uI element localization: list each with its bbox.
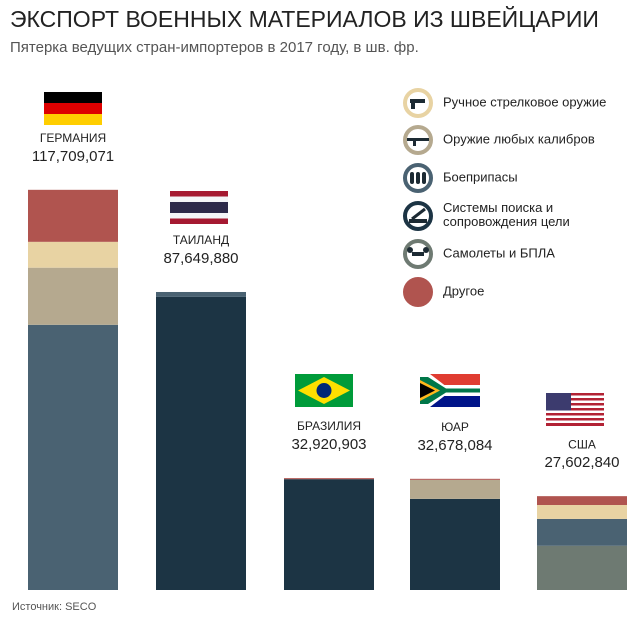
flag-usa — [546, 393, 604, 426]
source: Источник: SECO — [12, 601, 97, 613]
legend-label: Ручное стрелковое оружие — [443, 94, 606, 109]
bar-segment — [28, 324, 118, 590]
icon — [411, 103, 415, 109]
icon — [410, 99, 425, 103]
chart-title: ЭКСПОРТ ВОЕННЫХ МАТЕРИАЛОВ ИЗ ШВЕЙЦАРИИ — [10, 5, 599, 32]
icon — [411, 207, 426, 221]
icon — [423, 247, 429, 253]
legend-label: Боеприпасы — [443, 169, 518, 184]
category-label: БРАЗИЛИЯ — [297, 419, 361, 433]
legend-item: Другое — [403, 277, 484, 307]
bar-segment — [156, 296, 246, 590]
total-label: 32,920,903 — [291, 436, 366, 453]
legend-swatch — [403, 277, 433, 307]
legend-label-line: сопровождения цели — [443, 214, 570, 229]
icon — [407, 247, 413, 253]
total-label: 27,602,840 — [544, 454, 619, 471]
icon — [410, 172, 414, 184]
bar-segment — [28, 267, 118, 325]
legend-label: Другое — [443, 283, 484, 298]
icon — [416, 172, 420, 184]
bar-segment — [537, 496, 627, 505]
bar-segment — [28, 189, 118, 242]
legend-item: Боеприпасы — [403, 163, 518, 193]
legend-label: Самолеты и БПЛА — [443, 245, 555, 260]
flag-brazil — [295, 374, 353, 407]
bar-segment — [410, 498, 500, 590]
bar-segment — [28, 241, 118, 268]
flag-germany — [44, 92, 102, 125]
bar-segment — [410, 479, 500, 499]
flags — [44, 92, 604, 426]
flag-thailand — [170, 191, 228, 224]
bar-segment — [284, 478, 374, 480]
icon — [413, 140, 416, 146]
bar-segment — [410, 478, 500, 480]
category-label: ГЕРМАНИЯ — [40, 131, 106, 145]
bar-segment — [156, 291, 246, 297]
legend-label: Системы поиска и сопровождения цели — [443, 200, 570, 229]
icon — [412, 252, 424, 256]
icon — [422, 172, 426, 184]
legend-label-line: Системы поиска и — [443, 200, 553, 215]
flag-south-africa — [420, 374, 480, 407]
legend-label: Оружие любых калибров — [443, 131, 595, 146]
category-label: ЮАР — [441, 420, 469, 434]
bar-segment — [537, 505, 627, 519]
legend-item: Ручное стрелковое оружие — [403, 88, 606, 118]
icon — [407, 138, 429, 141]
icon — [409, 219, 427, 223]
total-label: 87,649,880 — [163, 250, 238, 267]
category-label: США — [568, 437, 596, 451]
chart-subtitle: Пятерка ведущих стран-импортеров в 2017 … — [10, 39, 419, 56]
legend-item: Оружие любых калибров — [403, 125, 595, 155]
bar-segment — [537, 545, 627, 590]
total-label: 32,678,084 — [417, 437, 492, 454]
legend-item: Самолеты и БПЛА — [403, 239, 555, 269]
total-label: 117,709,071 — [32, 148, 114, 165]
category-label: ТАИЛАНД — [173, 233, 229, 247]
bar-segment — [284, 479, 374, 590]
legend-item: Системы поиска и сопровождения цели — [403, 200, 570, 231]
bar-segment — [537, 518, 627, 546]
